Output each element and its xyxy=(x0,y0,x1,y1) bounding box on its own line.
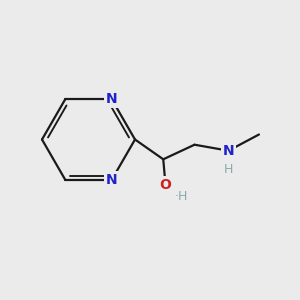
Text: N: N xyxy=(106,173,118,187)
Text: ·H: ·H xyxy=(175,190,188,203)
Text: N: N xyxy=(106,92,118,106)
Text: N: N xyxy=(223,144,234,158)
Text: O: O xyxy=(160,178,171,192)
Text: H: H xyxy=(224,163,233,176)
